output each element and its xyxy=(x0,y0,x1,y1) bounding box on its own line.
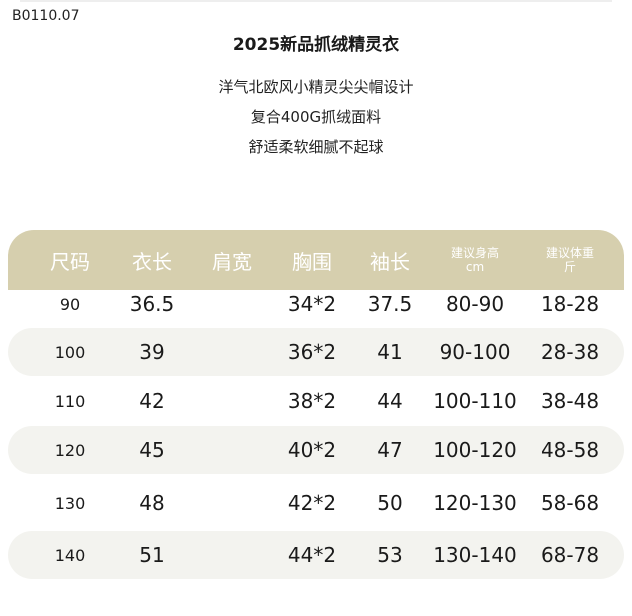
feature-line: 复合400G抓绒面料 xyxy=(250,108,382,126)
table-cell: 58-68 xyxy=(540,491,600,515)
header-unit: 斤 xyxy=(563,260,577,274)
table-cell: 120 xyxy=(54,440,86,460)
header-label: 胸围 xyxy=(292,249,332,274)
table-cell: 68-78 xyxy=(540,543,600,567)
table-cell: 45 xyxy=(139,438,165,462)
header-cell: 尺码 xyxy=(50,230,90,290)
header-cell: 建议体重斤 xyxy=(546,230,594,290)
table-cell: 38*2 xyxy=(287,389,337,413)
table-row: 120 45 40*2 47 100-120 48-58 xyxy=(8,426,624,474)
table-cell: 18-28 xyxy=(540,292,600,316)
table-cell: 100 xyxy=(54,342,86,362)
table-cell: 90 xyxy=(59,294,81,314)
header-cell: 衣长 xyxy=(132,230,172,290)
table-cell: 42 xyxy=(139,389,165,413)
table-cell: 100-120 xyxy=(433,438,517,462)
table-cell: 130 xyxy=(54,493,86,513)
table-cell: 44 xyxy=(377,389,403,413)
table-cell: 34*2 xyxy=(287,292,337,316)
product-code: B0110.07 xyxy=(12,8,80,24)
table-cell: 36.5 xyxy=(129,292,175,316)
top-divider xyxy=(20,0,612,2)
table-cell: 42*2 xyxy=(287,491,337,515)
table-cell: 51 xyxy=(139,543,165,567)
feature-line: 舒适柔软细腻不起球 xyxy=(248,138,384,156)
table-row: 100 39 36*2 41 90-100 28-38 xyxy=(8,328,624,376)
table-cell: 90-100 xyxy=(439,340,511,364)
table-cell: 36*2 xyxy=(287,340,337,364)
header-label: 建议体重 xyxy=(545,246,595,260)
header-label: 建议身高 xyxy=(450,246,500,260)
table-row: 90 36.5 34*2 37.5 80-90 18-28 xyxy=(8,280,624,328)
table-cell: 100-110 xyxy=(433,389,517,413)
table-cell: 130-140 xyxy=(433,543,517,567)
table-cell: 53 xyxy=(377,543,403,567)
header-cell: 袖长 xyxy=(370,230,410,290)
feature-line: 洋气北欧风小精灵尖尖帽设计 xyxy=(218,78,414,96)
table-cell: 28-38 xyxy=(540,340,600,364)
table-cell: 48-58 xyxy=(540,438,600,462)
table-cell: 44*2 xyxy=(287,543,337,567)
table-cell: 39 xyxy=(139,340,165,364)
size-table-header: 尺码 衣长 肩宽 胸围 袖长 建议身高 cm 建议体重斤 xyxy=(8,230,624,290)
table-cell: 120-130 xyxy=(433,491,517,515)
table-cell: 40*2 xyxy=(287,438,337,462)
table-cell: 50 xyxy=(377,491,403,515)
table-cell: 110 xyxy=(54,391,86,411)
table-cell: 38-48 xyxy=(540,389,600,413)
table-cell: 80-90 xyxy=(445,292,505,316)
header-cell: 胸围 xyxy=(292,230,332,290)
header-cell: 肩宽 xyxy=(212,230,252,290)
table-row: 130 48 42*2 50 120-130 58-68 xyxy=(8,479,624,527)
table-cell: 41 xyxy=(377,340,403,364)
table-cell: 47 xyxy=(377,438,403,462)
header-unit: cm xyxy=(465,260,485,274)
header-label: 尺码 xyxy=(50,249,90,274)
header-cell: 建议身高 cm xyxy=(451,230,499,290)
table-cell: 37.5 xyxy=(367,292,413,316)
table-cell: 48 xyxy=(139,491,165,515)
header-label: 衣长 xyxy=(132,249,172,274)
table-cell: 140 xyxy=(54,545,86,565)
page-title: 2025新品抓绒精灵衣 xyxy=(232,35,400,55)
table-row: 140 51 44*2 53 130-140 68-78 xyxy=(8,531,624,579)
table-row: 110 42 38*2 44 100-110 38-48 xyxy=(8,377,624,425)
header-label: 袖长 xyxy=(370,249,410,274)
header-label: 肩宽 xyxy=(212,249,252,274)
